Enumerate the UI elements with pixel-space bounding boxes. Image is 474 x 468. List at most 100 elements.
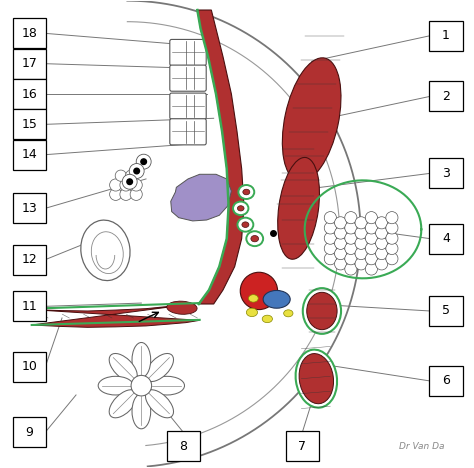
- FancyBboxPatch shape: [170, 119, 206, 145]
- Text: 2: 2: [442, 90, 450, 103]
- Circle shape: [365, 232, 377, 244]
- Polygon shape: [32, 303, 200, 327]
- Polygon shape: [171, 174, 231, 221]
- Circle shape: [324, 253, 337, 265]
- Circle shape: [335, 237, 346, 249]
- Circle shape: [386, 222, 398, 234]
- Text: 13: 13: [21, 202, 37, 215]
- Ellipse shape: [296, 350, 337, 408]
- Circle shape: [127, 179, 132, 184]
- Circle shape: [324, 232, 337, 244]
- Circle shape: [134, 168, 139, 174]
- FancyBboxPatch shape: [429, 158, 463, 188]
- Circle shape: [131, 375, 152, 396]
- Text: 16: 16: [21, 88, 37, 101]
- Ellipse shape: [246, 231, 263, 246]
- FancyBboxPatch shape: [170, 65, 206, 91]
- FancyBboxPatch shape: [12, 18, 46, 48]
- Circle shape: [345, 253, 357, 265]
- Circle shape: [324, 212, 337, 224]
- Ellipse shape: [251, 235, 259, 242]
- Circle shape: [365, 242, 377, 255]
- Circle shape: [129, 163, 144, 178]
- Circle shape: [375, 237, 388, 249]
- Text: 1: 1: [442, 29, 450, 42]
- Circle shape: [355, 217, 367, 229]
- Text: 14: 14: [21, 148, 37, 161]
- Circle shape: [120, 188, 132, 200]
- Circle shape: [375, 258, 388, 270]
- Circle shape: [355, 258, 367, 270]
- Ellipse shape: [262, 315, 273, 322]
- Circle shape: [141, 159, 146, 164]
- Ellipse shape: [246, 308, 257, 316]
- Circle shape: [386, 253, 398, 265]
- Ellipse shape: [237, 218, 253, 232]
- Ellipse shape: [248, 295, 258, 302]
- Ellipse shape: [299, 354, 334, 404]
- Ellipse shape: [243, 189, 250, 195]
- Circle shape: [355, 248, 367, 260]
- Ellipse shape: [278, 157, 319, 259]
- Ellipse shape: [283, 310, 293, 317]
- Circle shape: [335, 217, 346, 229]
- FancyBboxPatch shape: [429, 296, 463, 326]
- Ellipse shape: [263, 291, 290, 308]
- FancyBboxPatch shape: [429, 81, 463, 111]
- Text: 6: 6: [442, 374, 450, 388]
- Circle shape: [345, 263, 357, 275]
- Circle shape: [386, 212, 398, 224]
- Circle shape: [345, 222, 357, 234]
- Circle shape: [122, 174, 137, 189]
- Text: 10: 10: [21, 360, 37, 373]
- Circle shape: [240, 272, 278, 310]
- Circle shape: [324, 242, 337, 255]
- Ellipse shape: [307, 292, 337, 329]
- Text: 3: 3: [442, 167, 450, 180]
- Circle shape: [365, 222, 377, 234]
- FancyBboxPatch shape: [166, 431, 200, 461]
- FancyBboxPatch shape: [429, 224, 463, 254]
- Circle shape: [365, 253, 377, 265]
- FancyBboxPatch shape: [12, 417, 46, 447]
- Ellipse shape: [146, 390, 173, 418]
- Ellipse shape: [242, 222, 249, 227]
- FancyBboxPatch shape: [12, 49, 46, 79]
- Circle shape: [120, 179, 132, 191]
- Circle shape: [335, 258, 346, 270]
- Ellipse shape: [233, 202, 248, 215]
- Ellipse shape: [303, 288, 341, 334]
- FancyBboxPatch shape: [12, 110, 46, 139]
- Ellipse shape: [149, 376, 184, 395]
- FancyBboxPatch shape: [170, 93, 206, 119]
- Ellipse shape: [109, 353, 137, 381]
- Text: 11: 11: [21, 300, 37, 313]
- Text: 17: 17: [21, 57, 37, 70]
- Text: 5: 5: [442, 305, 450, 317]
- Circle shape: [386, 232, 398, 244]
- Text: 12: 12: [21, 253, 37, 266]
- Text: Dr Van Da: Dr Van Da: [399, 442, 445, 451]
- Circle shape: [109, 179, 122, 191]
- Circle shape: [375, 248, 388, 260]
- Text: 18: 18: [21, 27, 37, 40]
- Circle shape: [345, 242, 357, 255]
- Polygon shape: [197, 10, 244, 304]
- Text: 8: 8: [179, 440, 187, 453]
- FancyBboxPatch shape: [12, 245, 46, 275]
- Ellipse shape: [237, 206, 244, 211]
- Ellipse shape: [283, 58, 341, 182]
- Ellipse shape: [167, 301, 197, 314]
- Circle shape: [324, 222, 337, 234]
- Circle shape: [375, 217, 388, 229]
- Circle shape: [335, 248, 346, 260]
- FancyBboxPatch shape: [12, 140, 46, 169]
- Circle shape: [335, 227, 346, 239]
- FancyBboxPatch shape: [12, 292, 46, 321]
- Circle shape: [345, 232, 357, 244]
- Circle shape: [126, 170, 137, 181]
- Circle shape: [375, 227, 388, 239]
- Circle shape: [130, 188, 142, 200]
- FancyBboxPatch shape: [429, 366, 463, 396]
- Circle shape: [136, 154, 151, 169]
